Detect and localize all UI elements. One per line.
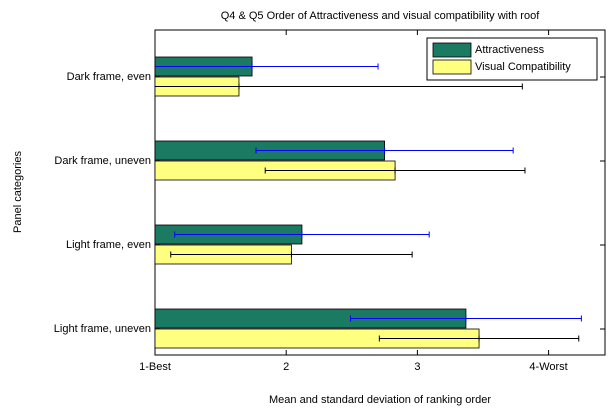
- error-bar: [378, 335, 580, 342]
- x-tick-label: 4-Worst: [529, 361, 567, 373]
- legend-label: Visual Compatibility: [475, 61, 571, 73]
- error-bar: [170, 251, 413, 258]
- legend-swatch: [432, 59, 472, 75]
- error-bar: [264, 167, 526, 174]
- x-tick-label: 2: [283, 361, 289, 373]
- legend-label: Attractiveness: [475, 44, 545, 56]
- y-axis-label: Panel categories: [12, 151, 24, 233]
- error-bar: [255, 147, 514, 154]
- x-tick-label: 3: [414, 361, 420, 373]
- legend-swatch: [432, 42, 472, 58]
- chart-title: Q4 & Q5 Order of Attractiveness and visu…: [221, 10, 540, 22]
- error-bar: [155, 63, 379, 70]
- error-bar: [349, 315, 582, 322]
- y-tick-label: Light frame, even: [66, 239, 151, 251]
- y-tick-label: Dark frame, uneven: [54, 155, 151, 167]
- y-tick-label: Light frame, uneven: [54, 323, 151, 335]
- y-tick-label: Dark frame, even: [67, 71, 151, 83]
- error-bar: [155, 83, 523, 90]
- x-axis-label: Mean and standard deviation of ranking o…: [269, 394, 491, 406]
- error-bar: [174, 231, 430, 238]
- x-tick-label: 1-Best: [139, 361, 171, 373]
